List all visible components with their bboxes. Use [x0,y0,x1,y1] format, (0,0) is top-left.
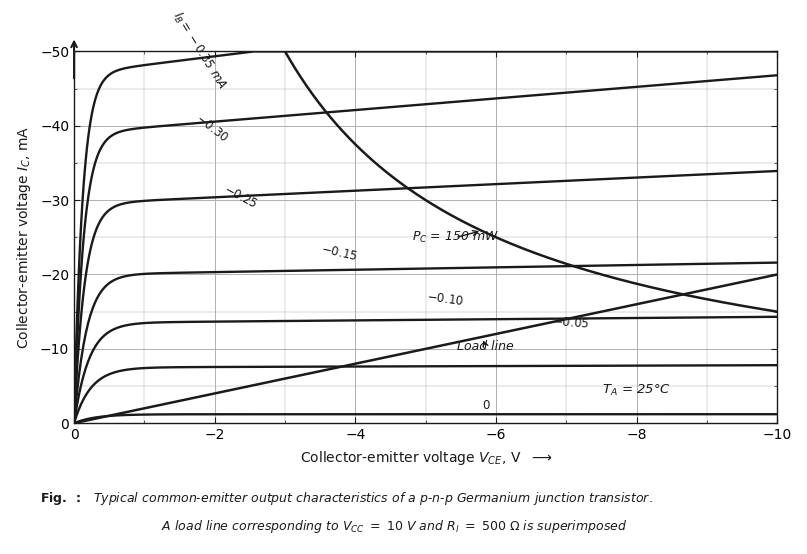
Text: $-0.30$: $-0.30$ [194,111,231,145]
X-axis label: Collector-emitter voltage $V_{CE}$, V  $\longrightarrow$: Collector-emitter voltage $V_{CE}$, V $\… [299,449,552,467]
Text: $\it{Typical\ common\text{-}emitter\ output\ characteristics\ of\ a\ p\text{-}n\: $\it{Typical\ common\text{-}emitter\ out… [93,490,653,507]
Text: $-0.05$: $-0.05$ [552,315,590,330]
Text: $I_B = -0.35$ mA: $I_B = -0.35$ mA [169,9,229,93]
Text: $P_C$ = 150 mW: $P_C$ = 150 mW [412,230,499,245]
Y-axis label: Collector-emitter voltage $I_C$, mA: Collector-emitter voltage $I_C$, mA [15,126,33,349]
Text: $\mathbf{Fig.}$ $\mathbf{:}$: $\mathbf{Fig.}$ $\mathbf{:}$ [40,490,82,507]
Text: $-0.10$: $-0.10$ [426,290,464,308]
Text: $-0.15$: $-0.15$ [320,242,359,263]
Text: $T_A$ = 25°C: $T_A$ = 25°C [601,382,671,398]
Text: $0$: $0$ [482,399,491,412]
Text: $\it{A\ load\ line\ corresponding\ to}$ $V_{CC}$ $=$ $10\ V$ $\it{and}$ $R_l$ $=: $\it{A\ load\ line\ corresponding\ to}$ … [161,518,628,535]
Text: $-0.25$: $-0.25$ [222,183,260,211]
Text: Load line: Load line [458,340,514,353]
